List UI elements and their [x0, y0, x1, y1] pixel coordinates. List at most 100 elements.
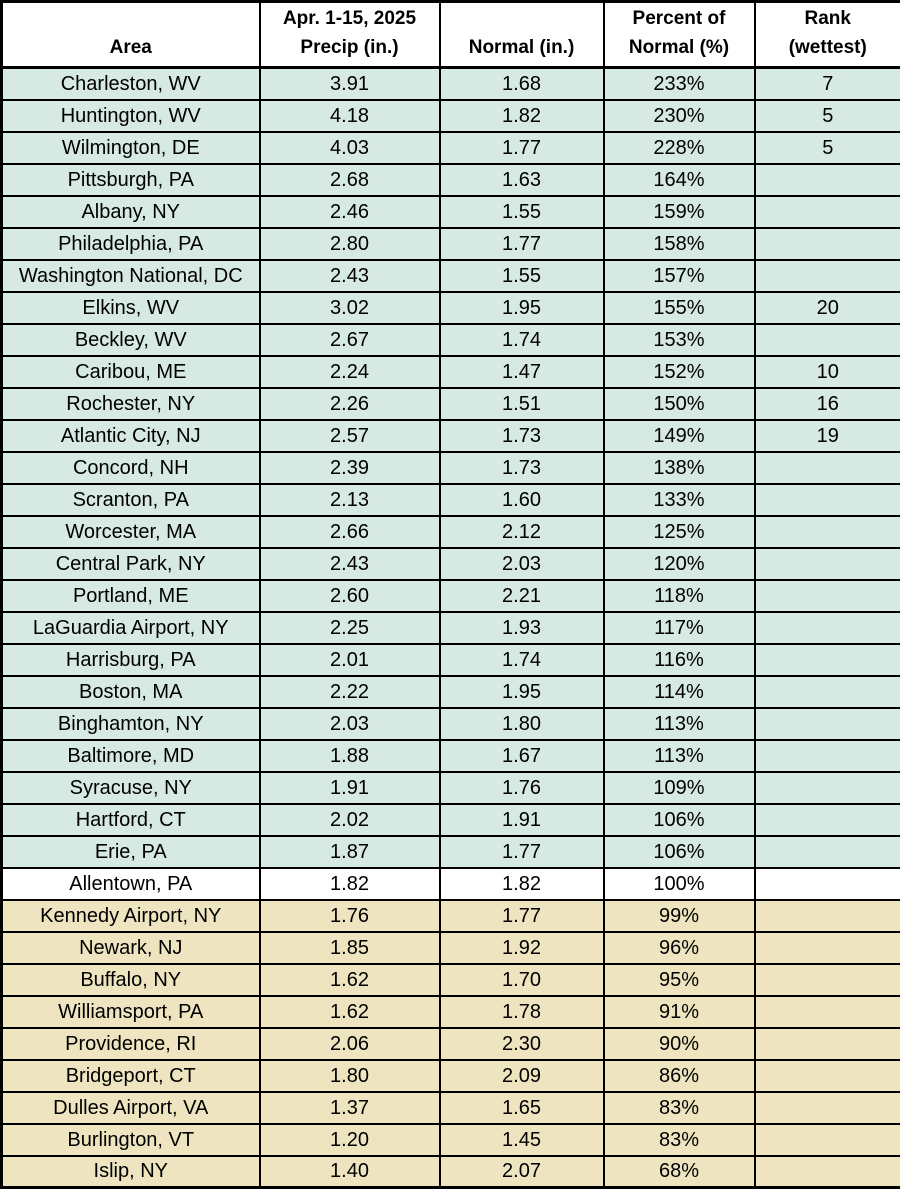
normal-cell: 2.30 — [438, 1026, 605, 1061]
rank-cell — [753, 1090, 900, 1125]
normal-cell: 2.03 — [438, 546, 605, 581]
percent-cell: 155% — [602, 290, 756, 325]
table-row: Wilmington, DE 4.03 1.77 228% 5 — [0, 130, 900, 165]
precip-cell: 3.91 — [258, 66, 441, 101]
precip-cell: 2.60 — [258, 578, 441, 613]
percent-cell: 113% — [602, 706, 756, 741]
normal-cell: 1.74 — [438, 642, 605, 677]
precip-cell: 1.62 — [258, 962, 441, 997]
percent-cell: 133% — [602, 482, 756, 517]
normal-cell: 1.93 — [438, 610, 605, 645]
percent-cell: 230% — [602, 98, 756, 133]
area-cell: Worcester, MA — [0, 514, 261, 549]
area-cell: Burlington, VT — [0, 1122, 261, 1157]
percent-cell: 153% — [602, 322, 756, 357]
percent-cell: 90% — [602, 1026, 756, 1061]
col-header-precip: Apr. 1-15, 2025 Precip (in.) — [258, 0, 441, 69]
table-row: Bridgeport, CT 1.80 2.09 86% — [0, 1058, 900, 1093]
table-row: Newark, NJ 1.85 1.92 96% — [0, 930, 900, 965]
area-cell: Syracuse, NY — [0, 770, 261, 805]
table-row: Huntington, WV 4.18 1.82 230% 5 — [0, 98, 900, 133]
normal-cell: 1.77 — [438, 130, 605, 165]
percent-cell: 100% — [602, 866, 756, 901]
precip-cell: 4.18 — [258, 98, 441, 133]
area-cell: Baltimore, MD — [0, 738, 261, 773]
normal-cell: 1.82 — [438, 98, 605, 133]
table-row: Concord, NH 2.39 1.73 138% — [0, 450, 900, 485]
normal-cell: 1.55 — [438, 194, 605, 229]
rank-cell — [753, 962, 900, 997]
normal-cell: 1.67 — [438, 738, 605, 773]
table-row: Williamsport, PA 1.62 1.78 91% — [0, 994, 900, 1029]
percent-cell: 233% — [602, 66, 756, 101]
rank-cell — [753, 930, 900, 965]
table-row: Beckley, WV 2.67 1.74 153% — [0, 322, 900, 357]
percent-cell: 86% — [602, 1058, 756, 1093]
precip-cell: 2.80 — [258, 226, 441, 261]
table-row: Providence, RI 2.06 2.30 90% — [0, 1026, 900, 1061]
col-header-normal-line2: Normal (in.) — [468, 36, 575, 58]
precip-cell: 3.02 — [258, 290, 441, 325]
col-header-percent-line2: Normal (%) — [628, 36, 730, 58]
area-cell: Beckley, WV — [0, 322, 261, 357]
precip-cell: 1.80 — [258, 1058, 441, 1093]
rank-cell — [753, 322, 900, 357]
rank-cell — [753, 258, 900, 293]
percent-cell: 150% — [602, 386, 756, 421]
rank-cell — [753, 546, 900, 581]
normal-cell: 1.63 — [438, 162, 605, 197]
area-cell: Rochester, NY — [0, 386, 261, 421]
percent-cell: 114% — [602, 674, 756, 709]
area-cell: LaGuardia Airport, NY — [0, 610, 261, 645]
area-cell: Providence, RI — [0, 1026, 261, 1061]
area-cell: Islip, NY — [0, 1154, 261, 1189]
rank-cell — [753, 994, 900, 1029]
precip-cell: 1.76 — [258, 898, 441, 933]
rank-cell: 16 — [753, 386, 900, 421]
normal-cell: 1.78 — [438, 994, 605, 1029]
area-cell: Kennedy Airport, NY — [0, 898, 261, 933]
area-cell: Pittsburgh, PA — [0, 162, 261, 197]
table-row: Scranton, PA 2.13 1.60 133% — [0, 482, 900, 517]
rank-cell — [753, 610, 900, 645]
rank-cell: 7 — [753, 66, 900, 101]
precip-cell: 1.40 — [258, 1154, 441, 1189]
precip-cell: 2.03 — [258, 706, 441, 741]
precip-cell: 2.02 — [258, 802, 441, 837]
precip-cell: 2.68 — [258, 162, 441, 197]
rank-cell — [753, 194, 900, 229]
precip-cell: 2.67 — [258, 322, 441, 357]
precip-cell: 2.66 — [258, 514, 441, 549]
area-cell: Harrisburg, PA — [0, 642, 261, 677]
normal-cell: 1.73 — [438, 418, 605, 453]
rank-cell — [753, 1058, 900, 1093]
table-row: Burlington, VT 1.20 1.45 83% — [0, 1122, 900, 1157]
rank-cell — [753, 866, 900, 901]
table-row: Worcester, MA 2.66 2.12 125% — [0, 514, 900, 549]
area-cell: Elkins, WV — [0, 290, 261, 325]
area-cell: Concord, NH — [0, 450, 261, 485]
area-cell: Allentown, PA — [0, 866, 261, 901]
normal-cell: 1.92 — [438, 930, 605, 965]
precip-cell: 1.62 — [258, 994, 441, 1029]
precip-cell: 2.25 — [258, 610, 441, 645]
percent-cell: 109% — [602, 770, 756, 805]
table-row: Islip, NY 1.40 2.07 68% — [0, 1154, 900, 1189]
table-row: Elkins, WV 3.02 1.95 155% 20 — [0, 290, 900, 325]
table-header: Area Apr. 1-15, 2025 Precip (in.) Normal (i… — [0, 0, 900, 69]
percent-cell: 106% — [602, 802, 756, 837]
precip-cell: 2.13 — [258, 482, 441, 517]
table-row: Caribou, ME 2.24 1.47 152% 10 — [0, 354, 900, 389]
area-cell: Scranton, PA — [0, 482, 261, 517]
area-cell: Portland, ME — [0, 578, 261, 613]
table-row: Central Park, NY 2.43 2.03 120% — [0, 546, 900, 581]
normal-cell: 1.74 — [438, 322, 605, 357]
area-cell: Binghamton, NY — [0, 706, 261, 741]
normal-cell: 1.77 — [438, 834, 605, 869]
col-header-rank-line2: (wettest) — [788, 36, 867, 58]
precip-cell: 2.46 — [258, 194, 441, 229]
area-cell: Huntington, WV — [0, 98, 261, 133]
normal-cell: 1.45 — [438, 1122, 605, 1157]
rank-cell — [753, 514, 900, 549]
area-cell: Bridgeport, CT — [0, 1058, 261, 1093]
